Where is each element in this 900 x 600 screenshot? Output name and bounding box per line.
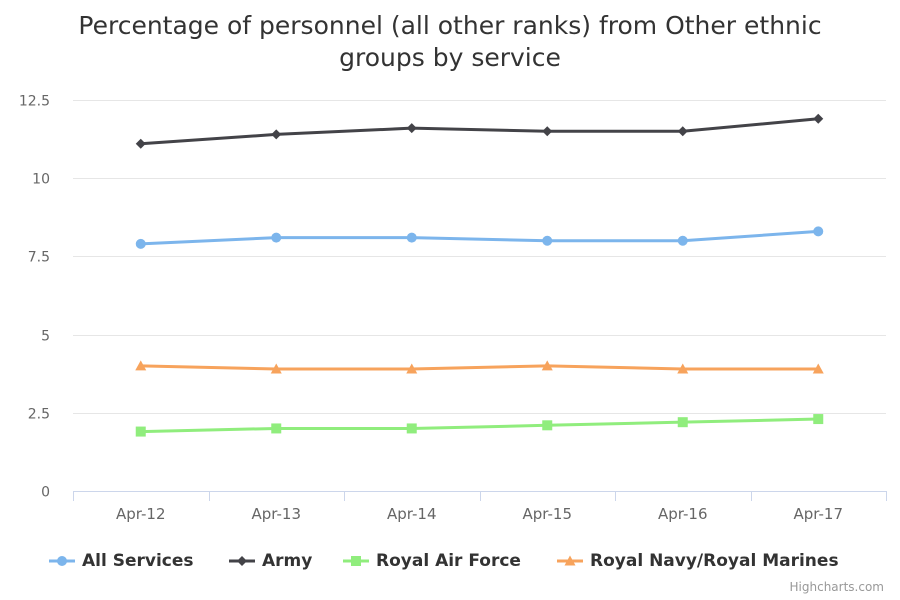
chart-title: Percentage of personnel (all other ranks…	[78, 11, 822, 72]
data-point	[542, 126, 553, 137]
data-point	[541, 360, 553, 371]
x-tick-label: Apr-13	[252, 505, 302, 523]
legend-label: All Services	[82, 551, 194, 571]
data-point	[677, 126, 688, 137]
x-tick-label: Apr-12	[116, 505, 166, 523]
legend-label: Royal Air Force	[376, 551, 521, 571]
legend-item[interactable]: Royal Navy/Royal Marines	[556, 548, 839, 574]
y-tick-label: 7.5	[28, 250, 50, 266]
legend: All Services Army Royal Air Force Royal Nav…	[0, 548, 900, 574]
series-line	[139, 364, 820, 371]
data-point	[813, 113, 824, 124]
legend-label: Army	[262, 551, 313, 571]
data-point	[542, 420, 553, 431]
legend-symbol-icon	[557, 555, 583, 566]
y-tick-label: 2.5	[28, 407, 50, 423]
data-point	[270, 363, 282, 374]
legend-symbol-icon	[49, 556, 75, 566]
data-point	[677, 417, 688, 428]
data-point	[542, 235, 553, 246]
series-line	[139, 417, 820, 434]
x-tick-label: Apr-16	[658, 505, 708, 523]
data-point	[271, 232, 282, 243]
data-point	[813, 226, 824, 237]
y-tick-label: 0	[41, 485, 50, 501]
data-point	[271, 423, 282, 434]
data-point	[406, 363, 418, 374]
y-tick-label: 5	[41, 329, 50, 345]
data-point	[812, 363, 824, 374]
data-point	[677, 363, 689, 374]
x-tick-label: Apr-14	[387, 505, 437, 523]
legend-item[interactable]: Army	[228, 548, 312, 574]
legend-symbol-icon	[343, 556, 369, 566]
legend-item[interactable]: All Services	[48, 548, 194, 574]
data-point	[406, 232, 417, 243]
data-point	[406, 423, 417, 434]
data-point	[677, 235, 688, 246]
data-point	[406, 123, 417, 134]
series-line	[139, 117, 820, 146]
y-tick-label: 12.5	[19, 94, 50, 110]
legend-symbol-icon	[229, 556, 255, 566]
data-point	[135, 360, 147, 371]
y-tick-label: 10	[32, 172, 50, 188]
legend-item[interactable]: Royal Air Force	[342, 548, 521, 574]
data-point	[813, 414, 824, 425]
x-tick-label: Apr-17	[794, 505, 844, 523]
x-tick-label: Apr-15	[523, 505, 573, 523]
data-point	[271, 129, 282, 140]
data-point	[135, 426, 146, 437]
series-line	[139, 229, 820, 246]
legend-label: Royal Navy/Royal Marines	[590, 551, 839, 571]
credits-link[interactable]: Highcharts.com	[789, 580, 884, 594]
data-point	[135, 138, 146, 149]
data-point	[135, 238, 146, 249]
